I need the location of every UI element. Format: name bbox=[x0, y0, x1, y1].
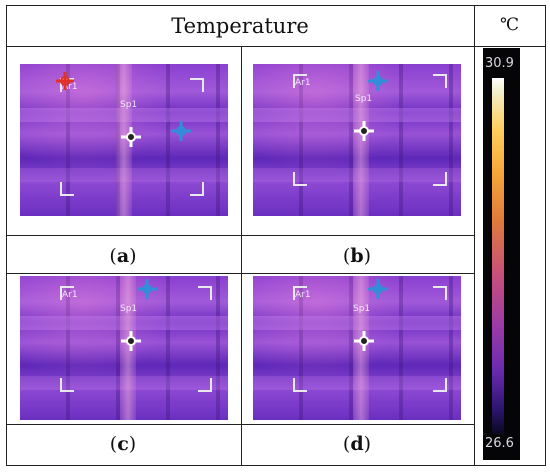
middle-divider bbox=[241, 46, 242, 465]
hot-spot-marker-icon bbox=[56, 72, 74, 90]
caption-c: (c) bbox=[109, 433, 137, 455]
cold-spot-marker-icon bbox=[171, 121, 191, 141]
spot-cursor-icon bbox=[354, 121, 374, 141]
colorbar-min: 26.6 bbox=[485, 436, 514, 451]
cold-spot-marker-icon bbox=[137, 279, 157, 299]
colorbar-gradient bbox=[492, 78, 504, 434]
temperature-colorbar: 30.9 26.6 bbox=[483, 48, 520, 460]
spot-label: Sp1 bbox=[120, 304, 138, 314]
spot-label: Sp1 bbox=[120, 100, 138, 110]
thermal-image-a: Ar1 Sp1 bbox=[20, 64, 228, 216]
spot-label: Sp1 bbox=[353, 304, 371, 314]
thermal-image-b: Ar1 Sp1 bbox=[253, 64, 461, 216]
colorbar-divider bbox=[474, 6, 475, 465]
spot-cursor-icon bbox=[121, 127, 141, 147]
cold-spot-marker-icon bbox=[368, 71, 388, 91]
thermal-image-d: Ar1 Sp1 bbox=[253, 276, 461, 420]
caption-a: (a) bbox=[109, 245, 137, 267]
area-label: Ar1 bbox=[295, 290, 311, 300]
spot-label: Sp1 bbox=[355, 94, 373, 104]
cold-spot-marker-icon bbox=[368, 279, 388, 299]
header-divider bbox=[7, 46, 545, 47]
area-label: Ar1 bbox=[62, 82, 78, 92]
spot-cursor-icon bbox=[121, 331, 141, 351]
figure-grid bbox=[6, 5, 546, 466]
thermal-image-c: Ar1 Sp1 bbox=[20, 276, 228, 420]
unit-label: ℃ bbox=[499, 15, 520, 35]
caption-b: (b) bbox=[342, 245, 372, 267]
area-label: Ar1 bbox=[295, 78, 311, 88]
colorbar-max: 30.9 bbox=[485, 56, 514, 71]
area-label: Ar1 bbox=[62, 290, 78, 300]
spot-cursor-icon bbox=[354, 331, 374, 351]
caption-d: (d) bbox=[342, 433, 372, 455]
column-title: Temperature bbox=[171, 14, 309, 38]
